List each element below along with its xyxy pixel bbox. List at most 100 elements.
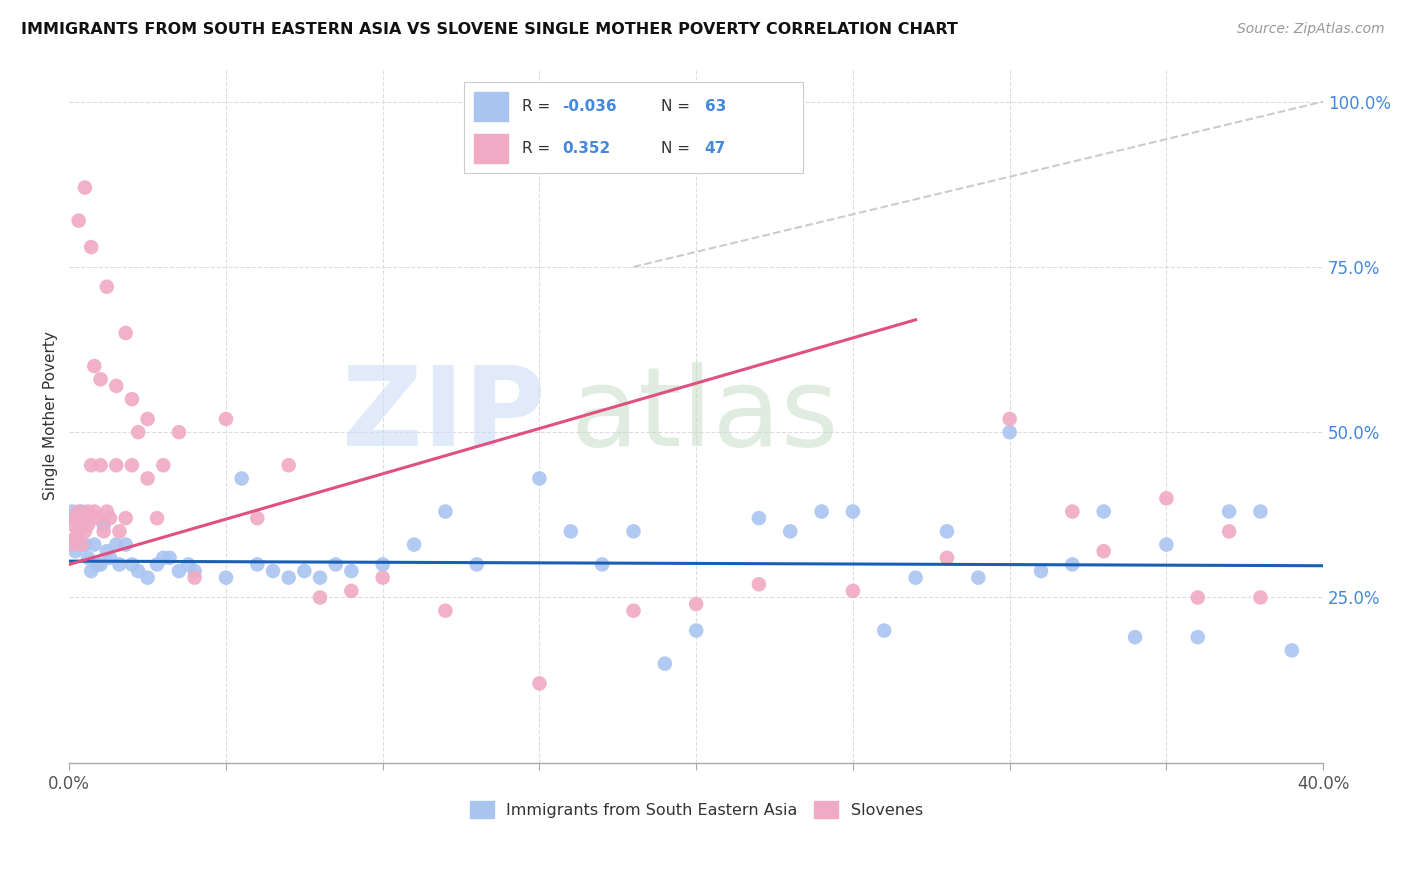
Point xyxy=(105,379,128,393)
Point xyxy=(152,550,174,565)
Text: ZIP: ZIP xyxy=(342,362,546,469)
Point xyxy=(136,471,159,485)
Point xyxy=(623,524,645,539)
Point xyxy=(810,504,832,518)
Point xyxy=(73,511,96,525)
Point xyxy=(114,511,136,525)
Point xyxy=(127,564,149,578)
Point xyxy=(114,538,136,552)
Point xyxy=(1187,591,1209,605)
Point xyxy=(904,571,927,585)
Point xyxy=(434,604,457,618)
Point xyxy=(623,604,645,618)
Point xyxy=(183,564,205,578)
Point xyxy=(86,558,108,572)
Point xyxy=(96,544,118,558)
Point xyxy=(654,657,676,671)
Point xyxy=(1156,491,1178,506)
Point xyxy=(560,524,582,539)
Point xyxy=(1249,591,1271,605)
Point xyxy=(685,597,707,611)
Point xyxy=(90,458,112,473)
Point xyxy=(70,538,93,552)
Point xyxy=(998,425,1021,440)
Point xyxy=(105,458,128,473)
Point xyxy=(67,504,90,518)
Point xyxy=(80,564,103,578)
Point xyxy=(371,571,394,585)
Point xyxy=(183,571,205,585)
Point xyxy=(77,517,100,532)
Point xyxy=(685,624,707,638)
Point xyxy=(108,558,131,572)
Point xyxy=(1218,524,1240,539)
Point xyxy=(98,550,121,565)
Point xyxy=(1156,538,1178,552)
Point xyxy=(748,511,770,525)
Point xyxy=(121,558,143,572)
Point xyxy=(277,458,299,473)
Point xyxy=(215,412,238,426)
Point xyxy=(114,326,136,340)
Point xyxy=(340,564,363,578)
Point xyxy=(1249,504,1271,518)
Point xyxy=(779,524,801,539)
Point xyxy=(292,564,315,578)
Point xyxy=(80,240,103,254)
Point xyxy=(108,524,131,539)
Point xyxy=(309,571,332,585)
Point xyxy=(1062,558,1084,572)
Point xyxy=(146,558,169,572)
Point xyxy=(1062,504,1084,518)
Point xyxy=(1218,504,1240,518)
Point xyxy=(121,392,143,406)
Point xyxy=(167,425,190,440)
Point xyxy=(1092,544,1115,558)
Point xyxy=(65,511,87,525)
Point xyxy=(936,550,959,565)
Point xyxy=(152,458,174,473)
Point xyxy=(67,524,90,539)
Point xyxy=(136,412,159,426)
Point xyxy=(77,504,100,518)
Point xyxy=(402,538,425,552)
Text: Source: ZipAtlas.com: Source: ZipAtlas.com xyxy=(1237,22,1385,37)
Point xyxy=(105,538,128,552)
Point xyxy=(246,558,269,572)
Point xyxy=(127,425,149,440)
Point xyxy=(67,524,90,539)
Point xyxy=(83,504,105,518)
Point xyxy=(98,511,121,525)
Point xyxy=(262,564,284,578)
Point xyxy=(67,213,90,227)
Point xyxy=(96,279,118,293)
Point xyxy=(277,571,299,585)
Point xyxy=(231,471,253,485)
Point xyxy=(1187,630,1209,644)
Point xyxy=(73,180,96,194)
Point xyxy=(86,511,108,525)
Point xyxy=(842,583,865,598)
Point xyxy=(73,538,96,552)
Point xyxy=(591,558,613,572)
Point xyxy=(83,359,105,373)
Point xyxy=(998,412,1021,426)
Point xyxy=(90,558,112,572)
Point xyxy=(434,504,457,518)
Legend: Immigrants from South Eastern Asia, Slovenes: Immigrants from South Eastern Asia, Slov… xyxy=(464,795,929,824)
Point xyxy=(65,531,87,545)
Point xyxy=(60,504,83,518)
Point xyxy=(936,524,959,539)
Point xyxy=(83,538,105,552)
Point xyxy=(371,558,394,572)
Point xyxy=(136,571,159,585)
Point xyxy=(529,676,551,690)
Point xyxy=(60,517,83,532)
Point xyxy=(529,471,551,485)
Text: atlas: atlas xyxy=(571,362,839,469)
Point xyxy=(967,571,990,585)
Point xyxy=(325,558,347,572)
Y-axis label: Single Mother Poverty: Single Mother Poverty xyxy=(44,331,58,500)
Point xyxy=(1029,564,1052,578)
Point xyxy=(1123,630,1146,644)
